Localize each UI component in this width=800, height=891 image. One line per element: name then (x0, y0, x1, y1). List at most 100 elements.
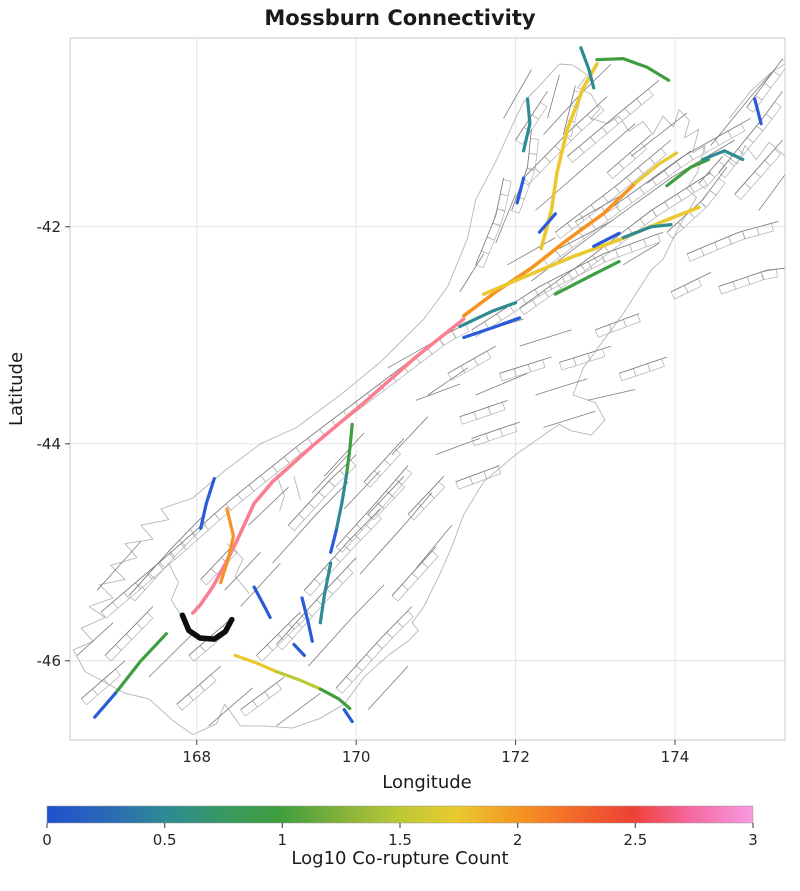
colorbar-label: Log10 Co-rupture Count (291, 848, 508, 869)
mossburn-source-fault (179, 612, 235, 642)
colorbar-tick-label: 1 (278, 831, 288, 849)
fault-trace (415, 524, 453, 569)
rupture-line (462, 316, 522, 340)
fault-trace (535, 378, 588, 396)
colorbar-tick-label: 0 (42, 831, 52, 849)
x-tick-label: 170 (342, 748, 371, 766)
fault-trace (248, 486, 289, 526)
fault-trace (523, 96, 608, 179)
fault-trace (427, 367, 469, 396)
rupture-line (458, 301, 518, 329)
fault-trace (746, 58, 783, 108)
fault-trace (475, 372, 528, 396)
rupture-line (621, 223, 673, 240)
fault-trace (503, 69, 532, 119)
x-tick-label: 172 (501, 748, 530, 766)
fault-trace (176, 665, 221, 705)
fault-trace (471, 231, 664, 331)
fault-trace (459, 400, 508, 418)
rupture-line (553, 259, 621, 296)
colorbar-tick-label: 2 (513, 831, 523, 849)
fault-trace (511, 129, 532, 211)
rupture-line (753, 97, 763, 126)
fault-trace (335, 606, 413, 689)
fault-trace (272, 481, 349, 564)
fault-trace (455, 465, 500, 483)
rupture-line (329, 528, 338, 554)
rupture-line (191, 501, 256, 615)
coastline (72, 63, 706, 736)
fault-trace (128, 514, 205, 596)
rupture-line (233, 653, 278, 674)
coastline (728, 63, 785, 119)
rupture-line (515, 176, 526, 205)
fault-trace (312, 454, 349, 493)
fault-trace (507, 237, 556, 266)
fault-trace (359, 492, 433, 575)
x-axis-label: Longitude (382, 772, 472, 793)
rupture-line (274, 669, 322, 691)
rupture-line (633, 151, 679, 185)
fault-trace (547, 74, 560, 119)
y-axis-ticks: -42 -44 -46 (37, 218, 70, 670)
fault-trace (698, 156, 724, 184)
rupture-line (665, 157, 711, 188)
rupture-line (113, 632, 168, 695)
fault-trace (391, 416, 429, 455)
rupture-line (592, 231, 621, 248)
fault-trace (447, 345, 496, 374)
fault-trace (670, 272, 712, 293)
fault-trace (240, 676, 285, 710)
fault-trace (758, 174, 785, 211)
rupture-line (252, 585, 272, 620)
map-content (72, 46, 785, 736)
fault-trace (104, 606, 154, 656)
rupture-line (318, 687, 352, 711)
rupture-line (300, 596, 314, 643)
fault-trace (80, 660, 126, 700)
fault-trace (630, 112, 688, 157)
fault-trace (363, 438, 405, 483)
rupture-line (537, 212, 558, 234)
fault-trace (619, 356, 668, 374)
coastline (226, 543, 250, 594)
rupture-line (481, 205, 701, 296)
rupture-line (579, 46, 596, 90)
rupture-line (318, 561, 333, 625)
fault-trace (308, 584, 385, 667)
y-axis-label: Latitude (6, 352, 27, 426)
source-fault-line (179, 612, 235, 642)
coastline (293, 476, 301, 501)
rupture-line (219, 507, 235, 585)
rupture-line (93, 691, 118, 719)
rupture-line (252, 317, 466, 506)
fault-trace (622, 242, 660, 266)
fault-trace (718, 267, 785, 287)
coastline (722, 141, 785, 165)
fault-trace (276, 557, 357, 645)
fault-trace (499, 356, 552, 374)
fault-trace (367, 665, 409, 710)
coastline (168, 562, 182, 616)
fault-trace (256, 611, 301, 656)
fault-trace (335, 465, 409, 548)
colorbar-tick-label: 1.5 (388, 831, 412, 849)
rupture-line (461, 181, 637, 318)
fault-trace (96, 541, 142, 591)
fault-trace (559, 221, 612, 249)
y-tick-label: -44 (37, 435, 62, 453)
fault-trace (324, 432, 365, 477)
y-tick-label: -42 (37, 218, 62, 236)
fault-trace (559, 345, 612, 363)
fault-trace (686, 221, 779, 255)
coastline (275, 474, 285, 512)
fault-trace (734, 139, 783, 195)
rupture-line (701, 149, 745, 162)
rupture-line (539, 62, 599, 251)
fault-trace (595, 313, 640, 331)
chart-title: Mossburn Connectivity (264, 6, 536, 30)
rupture-line (345, 422, 354, 476)
fault-trace (208, 687, 253, 727)
